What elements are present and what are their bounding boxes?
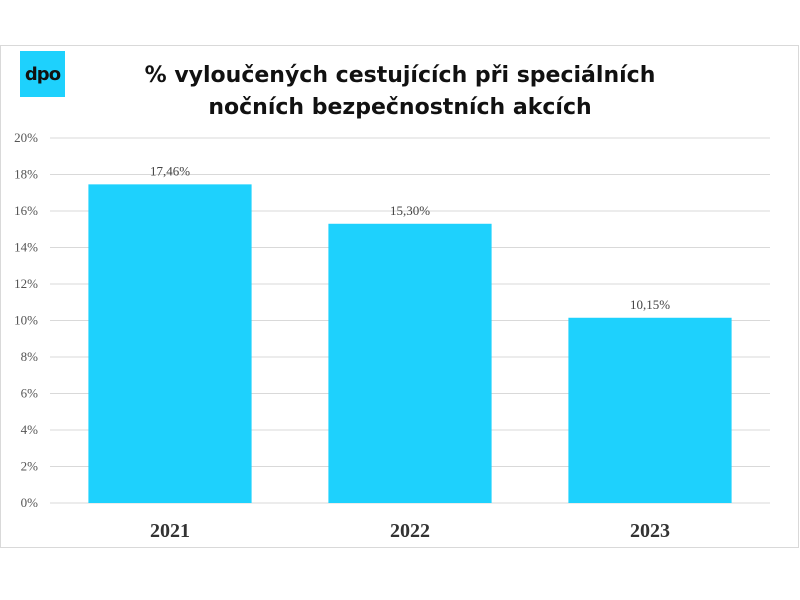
chart-title: % vyloučených cestujících při speciálníc… <box>100 60 700 124</box>
x-tick-label: 2021 <box>150 520 190 542</box>
y-tick-label: 8% <box>21 349 39 364</box>
x-tick-label: 2022 <box>390 520 430 542</box>
y-tick-label: 16% <box>14 203 38 218</box>
y-tick-label: 12% <box>14 276 38 291</box>
bar-2021 <box>88 184 252 504</box>
y-tick-label: 0% <box>21 495 39 510</box>
y-tick-label: 10% <box>14 313 38 328</box>
data-label: 15,30% <box>390 203 430 218</box>
y-tick-label: 14% <box>14 240 38 255</box>
logo-text: dpo <box>24 63 61 85</box>
data-label: 17,46% <box>150 163 190 178</box>
y-tick-label: 18% <box>14 167 38 182</box>
chart-title-line-1: % vyloučených cestujících při speciálníc… <box>144 63 656 88</box>
x-axis: 2021 2022 2023 <box>150 520 670 542</box>
y-axis: 0% 2% 4% 6% 8% 10% 12% 14% 16% 18% 20% <box>14 130 38 510</box>
data-labels: 17,46% 15,30% 10,15% <box>150 163 670 311</box>
y-tick-label: 20% <box>14 130 38 145</box>
data-label: 10,15% <box>630 297 670 312</box>
bars <box>88 184 732 504</box>
chart-title-line-2: nočních bezpečnostních akcích <box>208 95 592 120</box>
bar-2022 <box>328 223 492 503</box>
y-tick-label: 2% <box>21 459 39 474</box>
x-tick-label: 2023 <box>630 520 670 542</box>
y-tick-label: 4% <box>21 422 39 437</box>
y-tick-label: 6% <box>21 386 39 401</box>
bar-2023 <box>568 317 732 503</box>
dpo-logo: dpo <box>20 51 65 97</box>
